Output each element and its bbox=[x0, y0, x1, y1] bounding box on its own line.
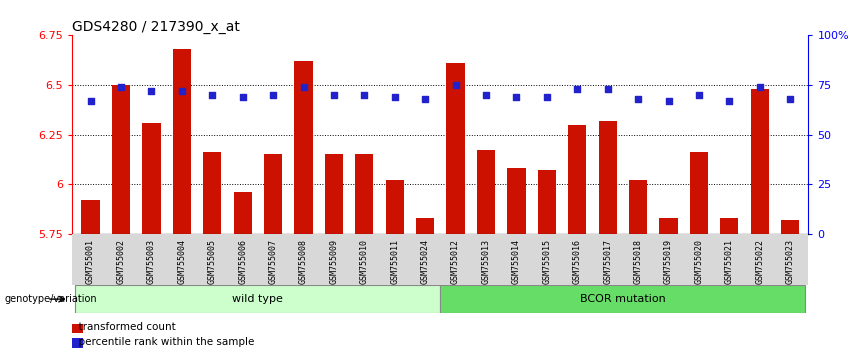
Text: GSM755006: GSM755006 bbox=[238, 239, 247, 284]
Bar bbox=[142, 122, 161, 234]
Text: GSM755010: GSM755010 bbox=[360, 239, 368, 284]
Text: GSM755023: GSM755023 bbox=[785, 239, 795, 284]
Text: GSM755021: GSM755021 bbox=[725, 239, 734, 284]
Text: genotype/variation: genotype/variation bbox=[4, 294, 97, 304]
Point bbox=[175, 88, 189, 94]
Text: percentile rank within the sample: percentile rank within the sample bbox=[72, 337, 254, 347]
Point bbox=[510, 94, 523, 100]
Bar bbox=[173, 49, 191, 234]
Bar bbox=[82, 200, 100, 234]
Bar bbox=[477, 150, 495, 234]
Bar bbox=[751, 89, 769, 234]
Text: GSM755013: GSM755013 bbox=[482, 239, 490, 284]
Point bbox=[297, 84, 311, 90]
Text: GSM755005: GSM755005 bbox=[208, 239, 217, 284]
Point bbox=[570, 86, 584, 92]
Bar bbox=[568, 125, 586, 234]
Point bbox=[236, 94, 249, 100]
Text: GSM755012: GSM755012 bbox=[451, 239, 460, 284]
Point bbox=[145, 88, 158, 94]
Bar bbox=[538, 170, 556, 234]
Bar bbox=[264, 154, 283, 234]
Bar bbox=[447, 63, 465, 234]
Point bbox=[419, 96, 432, 102]
Text: GSM755014: GSM755014 bbox=[512, 239, 521, 284]
Bar bbox=[111, 85, 130, 234]
Point bbox=[631, 96, 645, 102]
Text: GSM755018: GSM755018 bbox=[634, 239, 643, 284]
Point bbox=[327, 92, 340, 98]
Bar bbox=[416, 218, 434, 234]
Point bbox=[540, 94, 554, 100]
Bar bbox=[386, 180, 404, 234]
Bar bbox=[629, 180, 648, 234]
Text: GSM755016: GSM755016 bbox=[573, 239, 582, 284]
Point bbox=[722, 98, 736, 104]
Text: GSM755015: GSM755015 bbox=[542, 239, 551, 284]
Text: GDS4280 / 217390_x_at: GDS4280 / 217390_x_at bbox=[72, 21, 240, 34]
Text: GSM755009: GSM755009 bbox=[329, 239, 339, 284]
Point bbox=[479, 92, 493, 98]
Text: GSM755017: GSM755017 bbox=[603, 239, 612, 284]
Text: GSM755022: GSM755022 bbox=[756, 239, 764, 284]
Text: GSM755008: GSM755008 bbox=[299, 239, 308, 284]
Point bbox=[83, 98, 97, 104]
Bar bbox=[355, 154, 374, 234]
Bar bbox=[294, 61, 312, 234]
Text: GSM755007: GSM755007 bbox=[269, 239, 277, 284]
Point bbox=[601, 86, 614, 92]
Bar bbox=[781, 220, 799, 234]
Point bbox=[448, 82, 462, 88]
Point bbox=[784, 96, 797, 102]
Point bbox=[205, 92, 219, 98]
Text: GSM755003: GSM755003 bbox=[147, 239, 156, 284]
FancyBboxPatch shape bbox=[76, 285, 440, 313]
Text: GSM755024: GSM755024 bbox=[420, 239, 430, 284]
Point bbox=[114, 84, 128, 90]
Point bbox=[357, 92, 371, 98]
Point bbox=[662, 98, 676, 104]
Bar bbox=[720, 218, 739, 234]
Bar bbox=[690, 152, 708, 234]
Point bbox=[388, 94, 402, 100]
Text: GSM755011: GSM755011 bbox=[391, 239, 399, 284]
Text: GSM755004: GSM755004 bbox=[177, 239, 186, 284]
Bar bbox=[233, 192, 252, 234]
Text: GSM755001: GSM755001 bbox=[86, 239, 95, 284]
Bar bbox=[203, 152, 221, 234]
Text: GSM755019: GSM755019 bbox=[664, 239, 673, 284]
FancyBboxPatch shape bbox=[440, 285, 805, 313]
Bar bbox=[325, 154, 343, 234]
Text: GSM755020: GSM755020 bbox=[694, 239, 704, 284]
Point bbox=[266, 92, 280, 98]
Text: BCOR mutation: BCOR mutation bbox=[580, 294, 665, 304]
Text: transformed count: transformed count bbox=[72, 322, 176, 332]
Bar bbox=[598, 121, 617, 234]
Text: wild type: wild type bbox=[232, 294, 283, 304]
Point bbox=[753, 84, 767, 90]
Bar bbox=[507, 168, 526, 234]
Point bbox=[692, 92, 705, 98]
Text: GSM755002: GSM755002 bbox=[117, 239, 125, 284]
Bar bbox=[660, 218, 677, 234]
